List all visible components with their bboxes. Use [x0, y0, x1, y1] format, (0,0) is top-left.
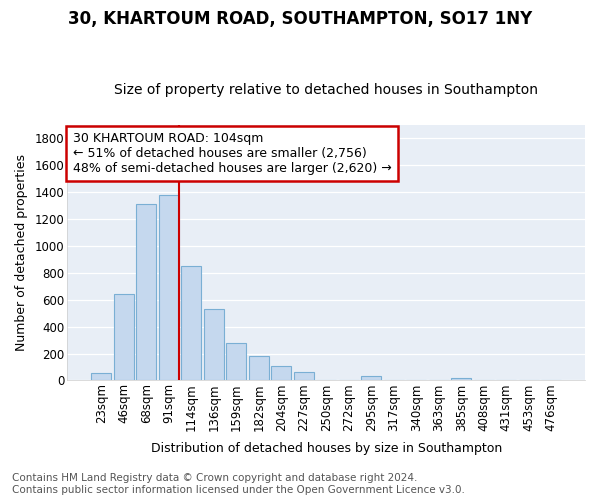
Bar [91, 373, 111, 380]
Bar [226, 343, 247, 380]
Bar [181, 266, 202, 380]
Bar [451, 378, 472, 380]
Y-axis label: Number of detached properties: Number of detached properties [15, 154, 28, 351]
Bar [248, 356, 269, 380]
Title: Size of property relative to detached houses in Southampton: Size of property relative to detached ho… [114, 83, 538, 97]
Bar [361, 376, 382, 380]
Text: Contains HM Land Registry data © Crown copyright and database right 2024.
Contai: Contains HM Land Registry data © Crown c… [12, 474, 465, 495]
X-axis label: Distribution of detached houses by size in Southampton: Distribution of detached houses by size … [151, 442, 502, 455]
Bar [293, 372, 314, 380]
Text: 30, KHARTOUM ROAD, SOUTHAMPTON, SO17 1NY: 30, KHARTOUM ROAD, SOUTHAMPTON, SO17 1NY [68, 10, 532, 28]
Bar [271, 366, 292, 380]
Bar [203, 309, 224, 380]
Bar [158, 194, 179, 380]
Bar [136, 204, 156, 380]
Text: 30 KHARTOUM ROAD: 104sqm
← 51% of detached houses are smaller (2,756)
48% of sem: 30 KHARTOUM ROAD: 104sqm ← 51% of detach… [73, 132, 391, 175]
Bar [113, 294, 134, 380]
